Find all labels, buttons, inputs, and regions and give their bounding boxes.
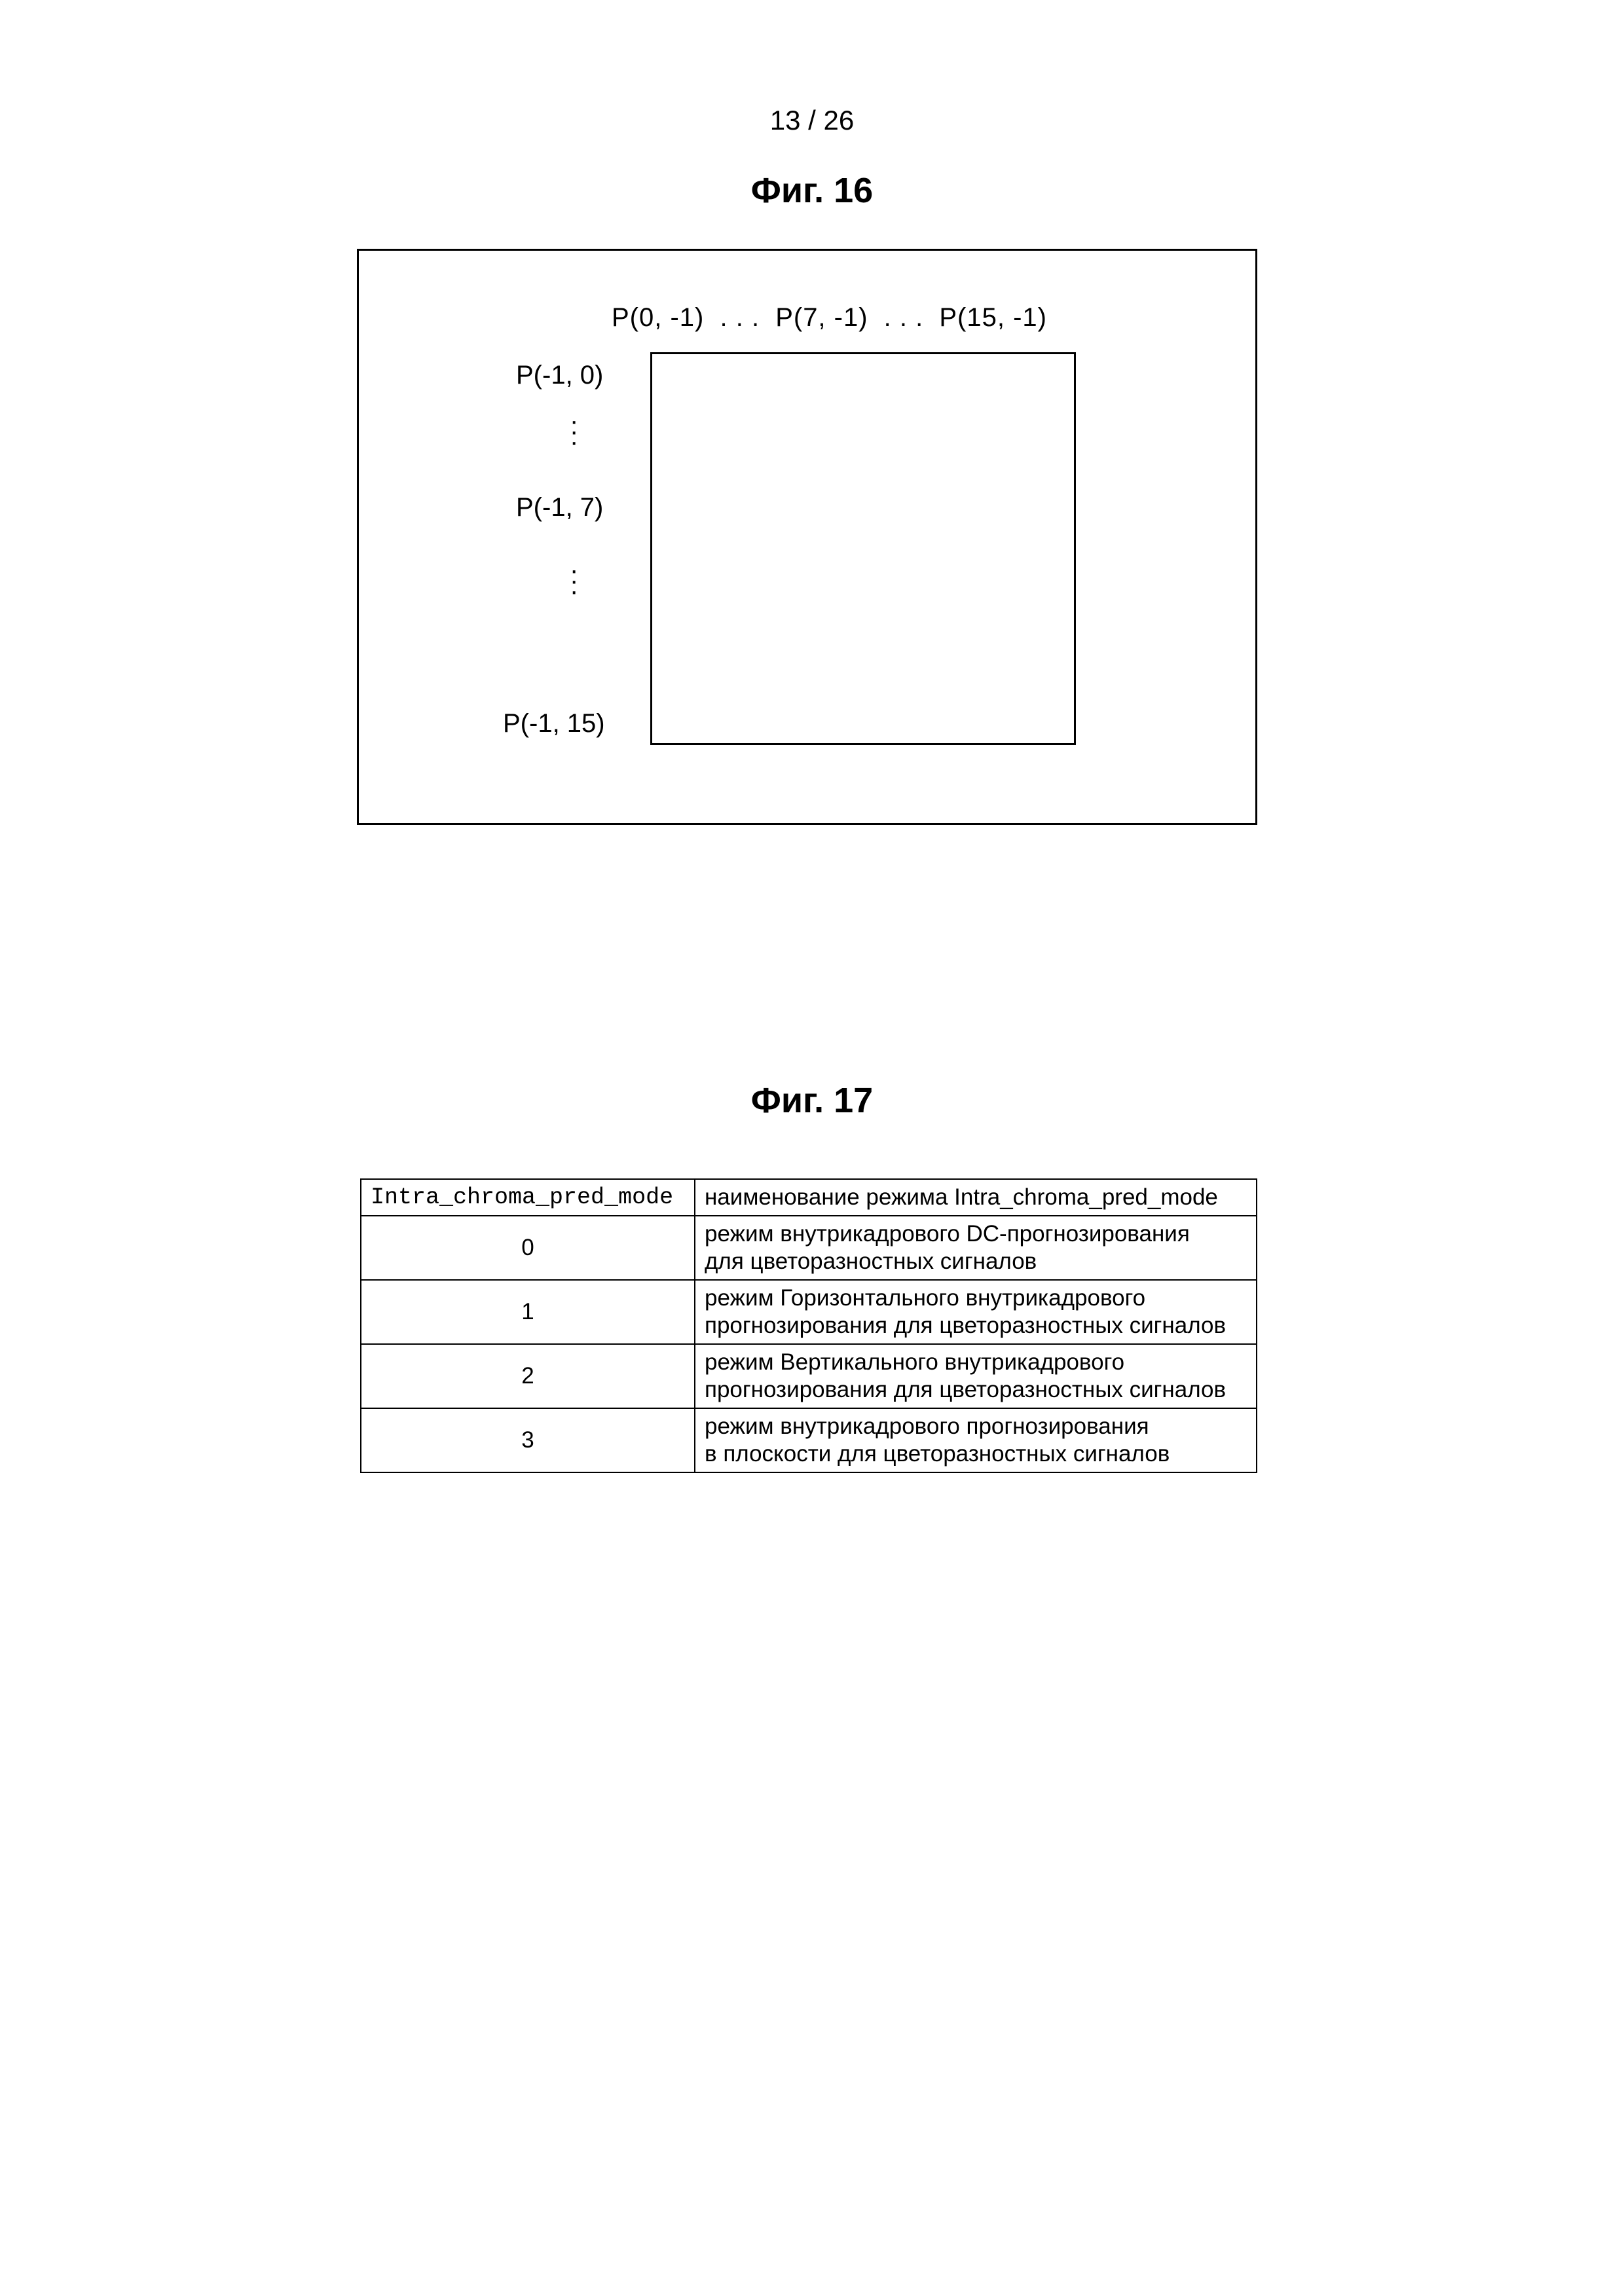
mode-name: режим внутрикадрового прогнозирования в … — [695, 1408, 1257, 1472]
mode-name: режим Горизонтального внутрикадрового пр… — [695, 1280, 1257, 1344]
pixel-label-top-7: P(7, -1) — [775, 303, 868, 332]
mode-name: режим внутрикадрового DC-прогнозирования… — [695, 1216, 1257, 1280]
mode-name-line2: прогнозирования для цветоразностных сигн… — [705, 1313, 1226, 1338]
mode-value: 3 — [361, 1408, 695, 1472]
pixel-label-top-0: P(0, -1) — [612, 303, 704, 332]
figure-16-caption: Фиг. 16 — [0, 170, 1624, 211]
mode-name-line1: режим Горизонтального внутрикадрового — [705, 1285, 1145, 1311]
mode-name-line2: в плоскости для цветоразностных сигналов — [705, 1441, 1170, 1467]
dots-icon: . . . — [720, 303, 760, 332]
mode-value: 1 — [361, 1280, 695, 1344]
mode-name: режим Вертикального внутрикадрового прог… — [695, 1344, 1257, 1408]
dots-icon: . . . — [884, 303, 924, 332]
header-mode: Intra_chroma_pred_mode — [361, 1179, 695, 1216]
figure-17-caption: Фиг. 17 — [0, 1080, 1624, 1121]
table-header-row: Intra_chroma_pred_mode наименование режи… — [361, 1179, 1257, 1216]
page-number: 13 / 26 — [0, 105, 1624, 136]
mode-name-line1: режим внутрикадрового DC-прогнозирования — [705, 1221, 1190, 1247]
mode-name-line2: прогнозирования для цветоразностных сигн… — [705, 1377, 1226, 1402]
vertical-dots-icon: ··· — [570, 565, 578, 596]
pixel-label-top-15: P(15, -1) — [939, 303, 1047, 332]
table-row: 3 режим внутрикадрового прогнозирования … — [361, 1408, 1257, 1472]
figure-16-box: P(0, -1) . . . P(7, -1) . . . P(15, -1) … — [357, 249, 1257, 825]
mode-name-line2: для цветоразностных сигналов — [705, 1248, 1037, 1274]
mode-value: 2 — [361, 1344, 695, 1408]
pixel-label-left-0: P(-1, 0) — [516, 361, 603, 390]
table-row: 1 режим Горизонтального внутрикадрового … — [361, 1280, 1257, 1344]
pixel-label-left-15: P(-1, 15) — [503, 709, 605, 738]
chroma-pred-mode-table: Intra_chroma_pred_mode наименование режи… — [360, 1178, 1257, 1473]
figure-16-top-labels: P(0, -1) . . . P(7, -1) . . . P(15, -1) — [608, 303, 1051, 333]
mode-name-line1: режим внутрикадрового прогнозирования — [705, 1413, 1149, 1439]
mode-name-line1: режим Вертикального внутрикадрового — [705, 1349, 1124, 1375]
vertical-dots-icon: ··· — [570, 416, 578, 447]
pixel-label-left-7: P(-1, 7) — [516, 493, 603, 522]
prediction-block — [650, 352, 1076, 745]
mode-value: 0 — [361, 1216, 695, 1280]
table-row: 2 режим Вертикального внутрикадрового пр… — [361, 1344, 1257, 1408]
header-name: наименование режима Intra_chroma_pred_mo… — [695, 1179, 1257, 1216]
table-row: 0 режим внутрикадрового DC-прогнозирован… — [361, 1216, 1257, 1280]
